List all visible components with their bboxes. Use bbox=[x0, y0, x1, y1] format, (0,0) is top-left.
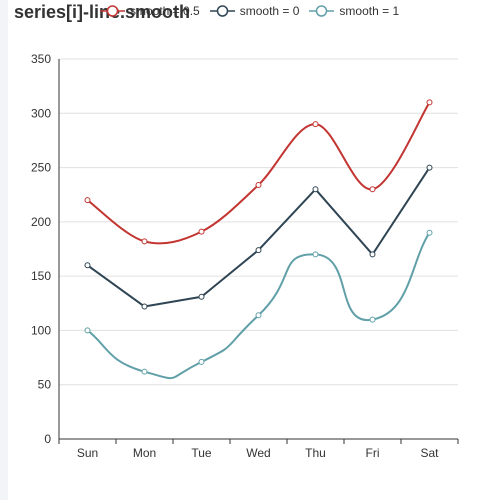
legend-item-smooth-1[interactable]: smooth = 1 bbox=[309, 4, 399, 18]
data-point bbox=[255, 247, 262, 254]
line-chart: 0 50 100 150 200 250 300 350 Sun Mon Tue Wed Thu Fri S… bbox=[31, 52, 459, 460]
series-line-2 bbox=[86, 232, 431, 380]
y-tick-label: 250 bbox=[31, 161, 51, 175]
data-point bbox=[369, 251, 376, 258]
data-point bbox=[198, 358, 205, 365]
legend-line-circle-icon bbox=[100, 5, 125, 17]
legend-item-smooth-0-5[interactable]: smooth = 0.5 bbox=[100, 4, 200, 18]
y-tick-label: 150 bbox=[31, 269, 51, 283]
data-point bbox=[426, 229, 433, 236]
x-tick-label: Sun bbox=[77, 446, 98, 460]
data-point bbox=[198, 293, 205, 300]
data-point bbox=[255, 181, 262, 188]
y-tick-label: 100 bbox=[31, 323, 51, 337]
x-tick-label: Sat bbox=[420, 446, 439, 460]
data-point bbox=[141, 368, 148, 375]
y-tick-label: 200 bbox=[31, 215, 51, 229]
legend-label: smooth = 0.5 bbox=[130, 4, 200, 18]
y-tick-label: 0 bbox=[44, 432, 51, 446]
data-point bbox=[84, 327, 91, 334]
data-point bbox=[312, 186, 319, 193]
y-tick-label: 300 bbox=[31, 106, 51, 120]
legend-item-smooth-0[interactable]: smooth = 0 bbox=[209, 4, 300, 18]
data-point bbox=[141, 303, 148, 310]
legend-label: smooth = 1 bbox=[339, 4, 400, 18]
data-point bbox=[426, 164, 433, 171]
legend-line-circle-icon bbox=[209, 5, 235, 17]
data-point bbox=[369, 316, 376, 323]
y-tick-label: 50 bbox=[38, 378, 52, 392]
data-point bbox=[369, 186, 376, 193]
data-point bbox=[312, 121, 319, 128]
legend-label: smooth = 0 bbox=[239, 4, 300, 18]
chart-page: series[i]-line.smooth smooth = 0.5 smoot… bbox=[8, 0, 500, 500]
data-point bbox=[84, 262, 91, 269]
legend-line-circle-icon bbox=[309, 5, 335, 17]
data-point bbox=[255, 312, 262, 319]
chart-title: series[i]-line.smooth bbox=[14, 2, 191, 22]
x-tick-label: Fri bbox=[366, 446, 380, 460]
data-point bbox=[312, 251, 319, 258]
x-tick-label: Wed bbox=[246, 446, 270, 460]
series-line-1 bbox=[86, 167, 431, 308]
data-point bbox=[426, 99, 433, 106]
x-tick-label: Tue bbox=[191, 446, 212, 460]
x-tick-label: Mon bbox=[133, 446, 156, 460]
y-tick-label: 350 bbox=[31, 52, 51, 66]
data-point bbox=[198, 228, 205, 235]
data-point bbox=[141, 238, 148, 245]
x-tick-label: Thu bbox=[305, 446, 326, 460]
legend: smooth = 0.5 smooth = 0 smooth = 1 bbox=[100, 2, 399, 20]
data-point bbox=[84, 197, 91, 204]
